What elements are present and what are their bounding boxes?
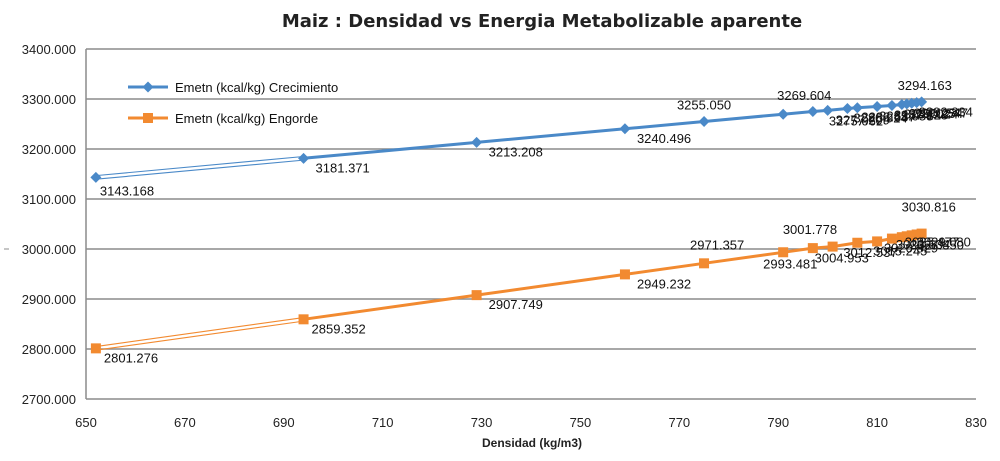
grid-lines xyxy=(4,48,976,400)
data-point-diamond xyxy=(886,99,898,111)
series-layer xyxy=(90,96,928,354)
data-point-square xyxy=(886,233,897,244)
data-label: 3025.477 xyxy=(905,234,959,249)
series-line-segment xyxy=(95,159,304,180)
data-point-diamond xyxy=(90,171,102,183)
x-axis-label: Densidad (kg/m3) xyxy=(482,436,582,450)
data-label: 3277.209 xyxy=(836,112,890,127)
legend-marker-square xyxy=(143,113,153,123)
data-label: 3012.537 xyxy=(843,245,897,260)
data-label: 3213.208 xyxy=(489,144,543,159)
data-label: 3030.816 xyxy=(902,200,956,215)
data-labels: 3143.168 3181.371 3213.208 3240.496 3255.050… xyxy=(100,78,973,365)
series-line-segment xyxy=(95,316,304,348)
data-point-square xyxy=(807,243,818,254)
data-label: 3285.058 xyxy=(879,109,933,124)
data-point-diamond xyxy=(871,101,883,112)
y-axis: 2700.000 2800.000 2900.000 3000.000 3100.000… xyxy=(22,42,76,407)
y-tick-label: 3000.000 xyxy=(22,242,76,257)
y-tick-label: 2800.000 xyxy=(22,342,76,357)
data-point-square xyxy=(872,236,883,247)
data-label: 3143.168 xyxy=(100,183,154,198)
data-point-square xyxy=(827,241,838,252)
data-label: 2949.232 xyxy=(637,276,691,291)
data-label: 3269.604 xyxy=(777,88,831,103)
data-label: 3291.547 xyxy=(914,105,968,120)
data-label: 3240.496 xyxy=(637,131,691,146)
data-point-square xyxy=(471,290,482,301)
x-tick-label: 810 xyxy=(866,415,888,430)
data-label: 3290.254 xyxy=(909,106,963,121)
x-tick-label: 690 xyxy=(273,415,295,430)
data-label: 3287.128 xyxy=(894,107,948,122)
data-label: 3027.350 xyxy=(910,237,964,252)
data-point-diamond xyxy=(777,108,789,120)
data-label: 2801.276 xyxy=(104,350,158,365)
data-point-square xyxy=(778,247,789,258)
data-point-diamond xyxy=(916,96,928,108)
legend-label: Emetn (kcal/kg) Engorde xyxy=(175,111,318,126)
data-label: 3275.062 xyxy=(829,113,883,128)
legend: Emetn (kcal/kg) Crecimiento Emetn (kcal/k… xyxy=(128,80,338,126)
data-point-square xyxy=(90,343,101,354)
data-point-diamond xyxy=(822,104,834,116)
data-label: 3255.050 xyxy=(677,97,731,112)
data-label: 3020.829 xyxy=(884,241,938,256)
data-point-diamond xyxy=(807,105,819,117)
data-point-square xyxy=(916,228,927,239)
x-tick-label: 770 xyxy=(668,415,690,430)
data-point-diamond xyxy=(298,152,310,164)
x-tick-label: 750 xyxy=(570,415,592,430)
data-label: 3289.024 xyxy=(904,107,958,122)
data-point-square xyxy=(298,314,309,325)
data-label: 3004.953 xyxy=(815,251,869,266)
data-label: 2907.749 xyxy=(489,297,543,312)
y-tick-label: 3400.000 xyxy=(22,42,76,57)
series-line-segment xyxy=(95,155,304,177)
legend-marker-diamond xyxy=(142,81,154,93)
data-point-diamond xyxy=(851,102,863,114)
data-label: 2859.352 xyxy=(312,321,366,336)
data-point-diamond xyxy=(698,115,710,127)
x-tick-label: 790 xyxy=(767,415,789,430)
data-label: 3292.834 xyxy=(919,105,973,120)
data-point-square xyxy=(699,258,710,269)
x-axis: 650 670 690 710 730 750 770 790 810 830 xyxy=(75,415,987,430)
data-label: 2993.481 xyxy=(763,256,817,271)
x-tick-label: 830 xyxy=(965,415,987,430)
data-point-diamond xyxy=(471,136,483,148)
data-point-diamond xyxy=(619,123,631,135)
chart-title: Maiz : Densidad vs Energia Metabolizable… xyxy=(282,11,802,32)
data-label: 3294.163 xyxy=(898,78,952,93)
data-label: 3029.080 xyxy=(917,235,971,250)
y-tick-label: 3100.000 xyxy=(22,192,76,207)
data-label: 3280.924 xyxy=(853,111,907,126)
x-tick-label: 730 xyxy=(471,415,493,430)
x-tick-label: 710 xyxy=(372,415,394,430)
data-label: 3181.371 xyxy=(316,160,370,175)
y-tick-label: 3300.000 xyxy=(22,92,76,107)
legend-label: Emetn (kcal/kg) Crecimiento xyxy=(175,80,338,95)
data-label: 3015.245 xyxy=(873,243,927,258)
data-point-square xyxy=(852,237,863,248)
y-tick-label: 2900.000 xyxy=(22,292,76,307)
x-tick-label: 650 xyxy=(75,415,97,430)
data-label: 3001.778 xyxy=(783,222,837,237)
data-point-diamond xyxy=(841,103,853,115)
y-tick-label: 2700.000 xyxy=(22,392,76,407)
x-tick-label: 670 xyxy=(174,415,196,430)
y-tick-label: 3200.000 xyxy=(22,142,76,157)
data-label: 2971.357 xyxy=(690,237,744,252)
series-line-segment xyxy=(95,320,304,351)
data-label: 3282.637 xyxy=(861,110,915,125)
data-label: 3023.634 xyxy=(896,237,950,252)
data-point-square xyxy=(619,269,630,280)
